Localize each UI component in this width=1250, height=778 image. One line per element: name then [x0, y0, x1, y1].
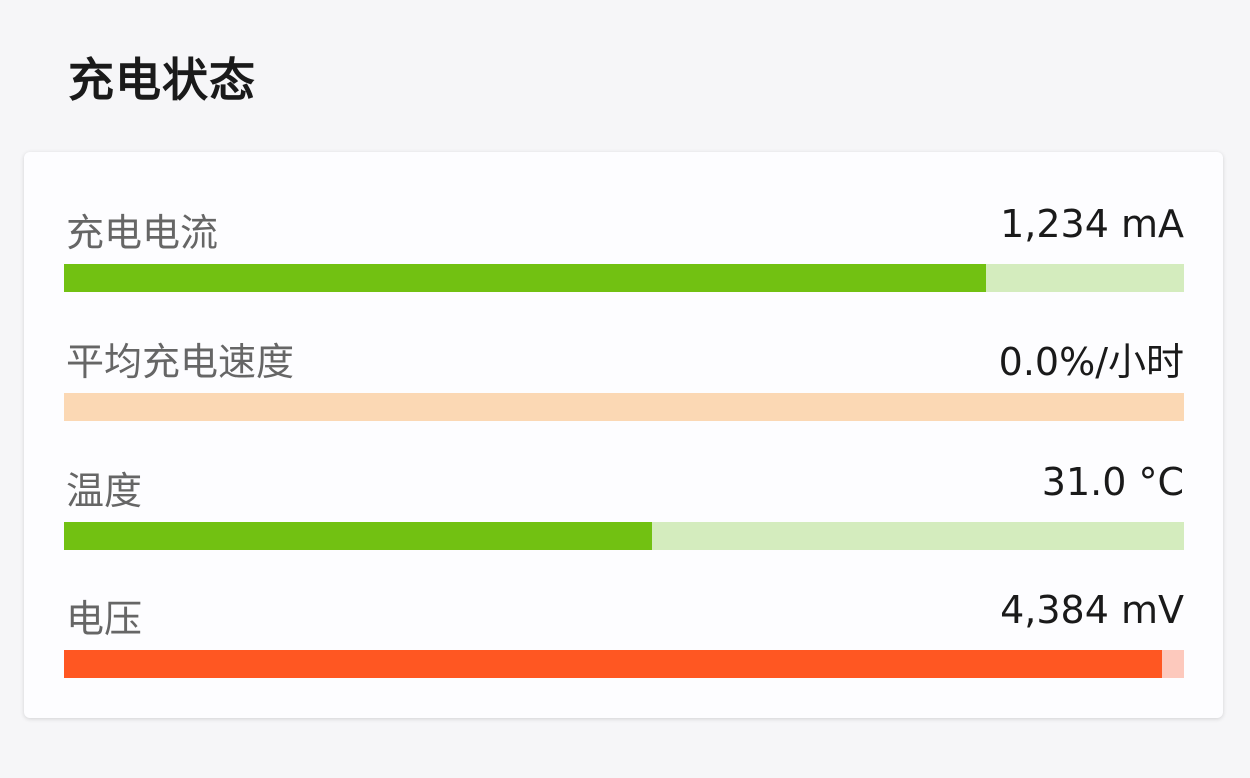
progress-fill — [64, 522, 652, 550]
progress-fill — [64, 264, 986, 292]
row-label: 平均充电速度 — [66, 340, 295, 384]
row-value: 4,384 mV — [1000, 588, 1184, 632]
row-value: 31.0 °C — [1041, 460, 1184, 504]
row-label: 温度 — [66, 469, 143, 513]
progress-bar — [64, 393, 1184, 421]
progress-bar — [64, 650, 1184, 678]
row-value: 1,234 mA — [1000, 202, 1184, 246]
page-title: 充电状态 — [68, 53, 256, 107]
progress-fill — [64, 650, 1162, 678]
progress-bar — [64, 522, 1184, 550]
charging-status-card: 充电电流 1,234 mA 平均充电速度 0.0%/小时 温度 31.0 °C … — [24, 152, 1223, 718]
progress-bar — [64, 264, 1184, 292]
row-label: 电压 — [66, 597, 143, 641]
row-value: 0.0%/小时 — [998, 340, 1184, 384]
row-label: 充电电流 — [66, 211, 219, 255]
